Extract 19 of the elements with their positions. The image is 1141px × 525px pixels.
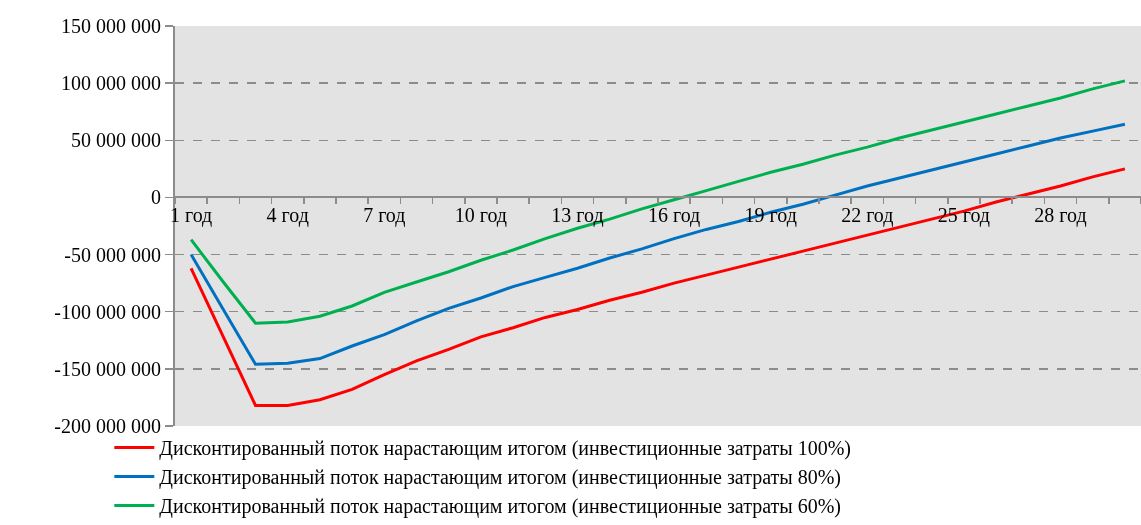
x-tick-label: 13 год xyxy=(551,204,604,228)
x-tick-label: 16 год xyxy=(647,204,701,228)
y-tick-label: -100 000 000 xyxy=(54,300,161,323)
y-tick-label: 150 000 000 xyxy=(61,15,161,37)
y-tick-label: 50 000 000 xyxy=(71,129,161,152)
y-tick-label: -50 000 000 xyxy=(64,243,161,266)
legend-label: Дисконтированный поток нарастающим итогом (инвестиционные затраты 60%) xyxy=(159,495,841,519)
x-tick-label: 10 год xyxy=(454,204,508,228)
x-tick-label: 22 год xyxy=(841,204,894,228)
x-tick-label: 4 год xyxy=(266,204,309,228)
y-tick-label: -150 000 000 xyxy=(54,357,161,380)
y-tick-label: 0 xyxy=(151,186,161,209)
legend-label: Дисконтированный поток нарастающим итогом (инвестиционные затраты 80%) xyxy=(159,466,841,490)
legend-label: Дисконтированный поток нарастающим итогом (инвестиционные затраты 100%) xyxy=(159,437,851,461)
x-tick-label: 1 год xyxy=(169,204,213,228)
y-tick-label: -200 000 000 xyxy=(54,415,161,437)
y-tick-label: 100 000 000 xyxy=(61,72,161,95)
x-tick-label: 28 год xyxy=(1034,204,1087,228)
x-tick-label: 7 год xyxy=(363,204,406,228)
